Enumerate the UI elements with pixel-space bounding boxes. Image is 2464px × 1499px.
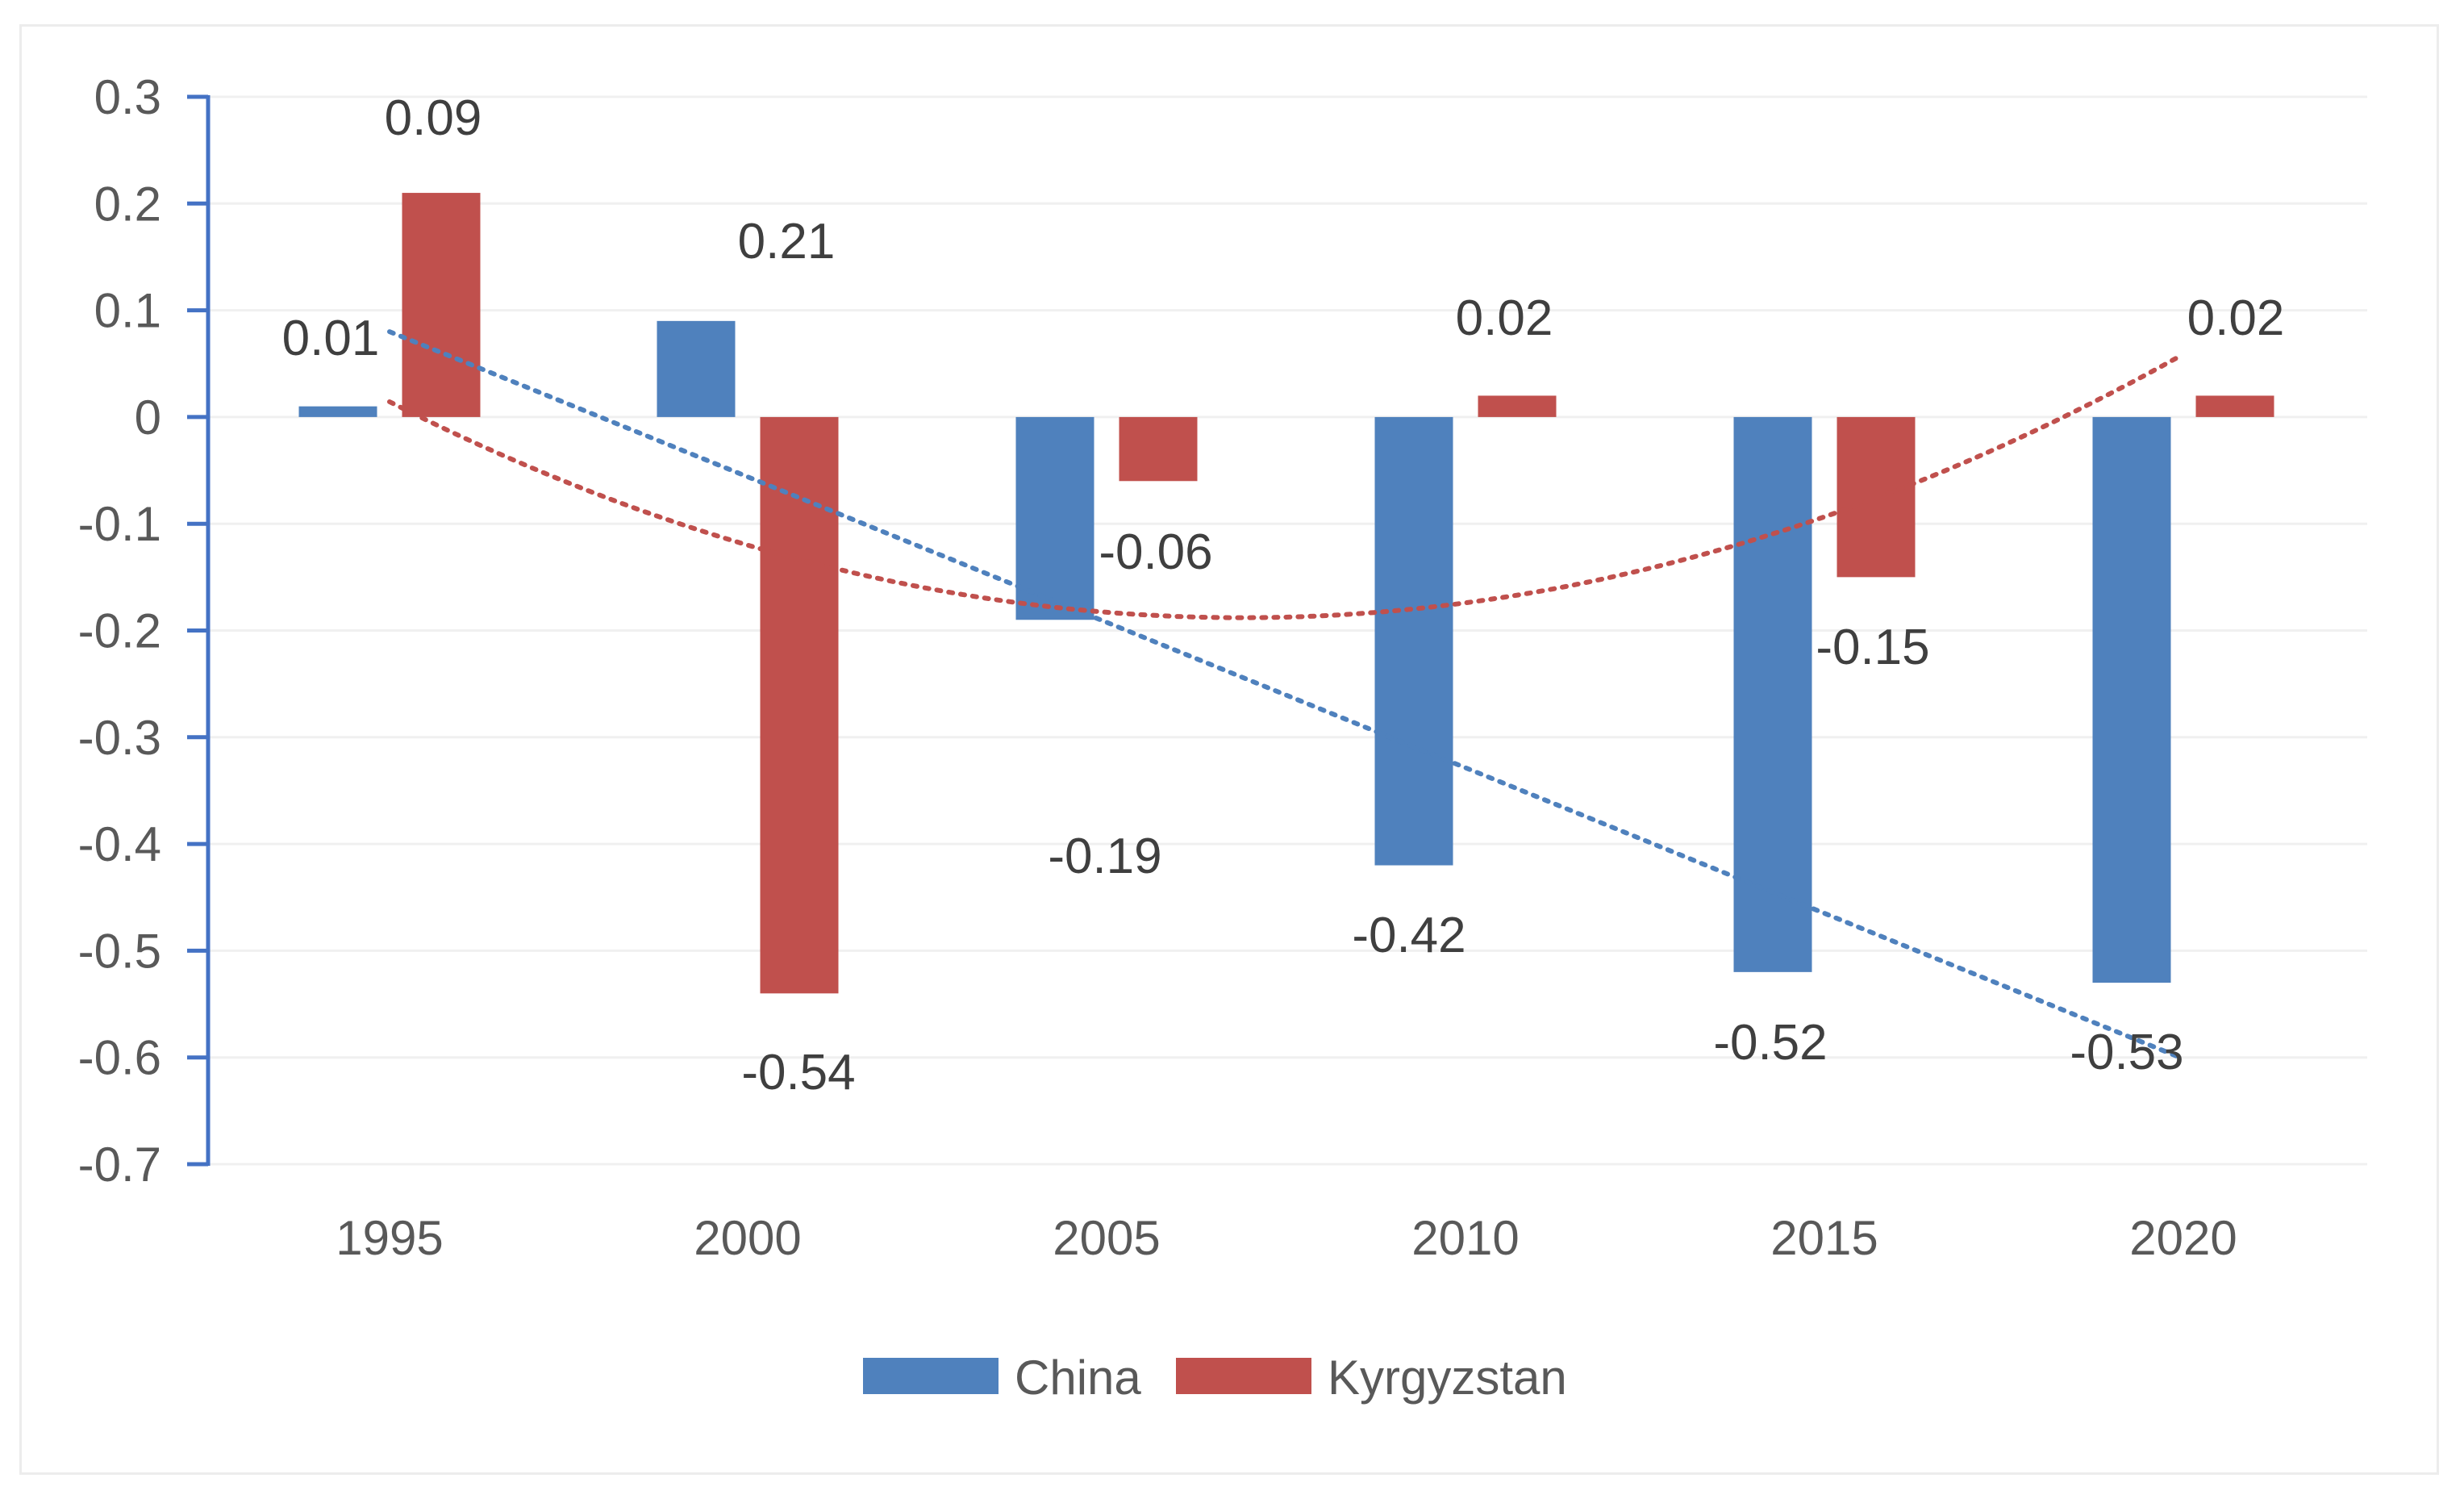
x-tick-label: 2015 — [1770, 1211, 1878, 1265]
y-tick-label: 0.2 — [94, 177, 161, 231]
data-label-kyrgyzstan-2000: -0.54 — [741, 1045, 855, 1100]
y-tick-label: 0.1 — [94, 284, 161, 338]
bars-layer — [298, 193, 2274, 994]
data-label-kyrgyzstan-2020: 0.02 — [2187, 290, 2285, 346]
data-label-china-2020: -0.53 — [2070, 1025, 2183, 1080]
data-label-kyrgyzstan-2015: -0.15 — [1816, 620, 1929, 675]
bar-kyrgyzstan-2000 — [760, 416, 839, 994]
axis-layer: 0.3 0.2 0.1 0 -0.1 -0.2 -0.3 -0.4 -0.5 -0.6 -0.7 19… — [78, 70, 2237, 1265]
data-label-kyrgyzstan-1995: 0.21 — [738, 214, 836, 269]
x-tick-label: 2010 — [1411, 1211, 1519, 1265]
legend-layer: China Kyrgyzstan — [863, 1351, 1567, 1405]
bar-kyrgyzstan-1995 — [402, 193, 481, 417]
trend-layer — [387, 329, 2183, 1060]
trendline-china — [387, 329, 2183, 1060]
y-tick-label: -0.6 — [78, 1031, 161, 1085]
grid-layer — [208, 95, 2367, 1166]
bar-china-2010 — [1374, 416, 1453, 866]
bar-china-2005 — [1015, 416, 1094, 620]
data-label-china-2010: -0.42 — [1352, 908, 1465, 963]
bar-kyrgyzstan-2020 — [2195, 395, 2274, 417]
bar-china-2020 — [2092, 416, 2171, 983]
y-tick-label: -0.5 — [78, 924, 161, 978]
data-label-kyrgyzstan-2010: 0.02 — [1456, 290, 1553, 346]
y-tick-label: -0.3 — [78, 711, 161, 765]
data-label-china-2005: -0.19 — [1048, 829, 1161, 884]
x-tick-label: 1995 — [336, 1211, 443, 1265]
data-label-kyrgyzstan-2005: -0.06 — [1099, 524, 1212, 580]
data-label-china-2015: -0.52 — [1713, 1015, 1827, 1071]
legend-swatch-kyrgyzstan — [1176, 1358, 1311, 1394]
x-tick-label: 2020 — [2129, 1211, 2237, 1265]
bar-china-1995 — [298, 406, 377, 417]
y-tick-label: -0.1 — [78, 497, 161, 551]
legend-label-kyrgyzstan: Kyrgyzstan — [1328, 1351, 1567, 1405]
x-tick-label: 2000 — [694, 1211, 801, 1265]
bar-china-2000 — [657, 320, 736, 417]
legend-label-china: China — [1015, 1351, 1141, 1405]
y-tick-label: -0.2 — [78, 604, 161, 658]
bar-kyrgyzstan-2010 — [1478, 395, 1557, 417]
legend-swatch-china — [863, 1358, 999, 1394]
data-label-china-2000: 0.09 — [385, 90, 482, 146]
y-tick-label: 0.3 — [94, 70, 161, 124]
y-tick-label: -0.7 — [78, 1138, 161, 1192]
labels-layer: 0.01 0.09 -0.19 -0.42 -0.52 -0.53 0.21 -0.54 -0.… — [282, 90, 2285, 1100]
bar-china-2015 — [1733, 416, 1812, 972]
y-tick-label: 0 — [135, 390, 161, 445]
data-label-china-1995: 0.01 — [282, 311, 380, 366]
trendline-kyrgyzstan — [387, 353, 2183, 620]
bar-kyrgyzstan-2005 — [1119, 416, 1198, 482]
y-tick-label: -0.4 — [78, 817, 161, 871]
x-tick-label: 2005 — [1053, 1211, 1160, 1265]
